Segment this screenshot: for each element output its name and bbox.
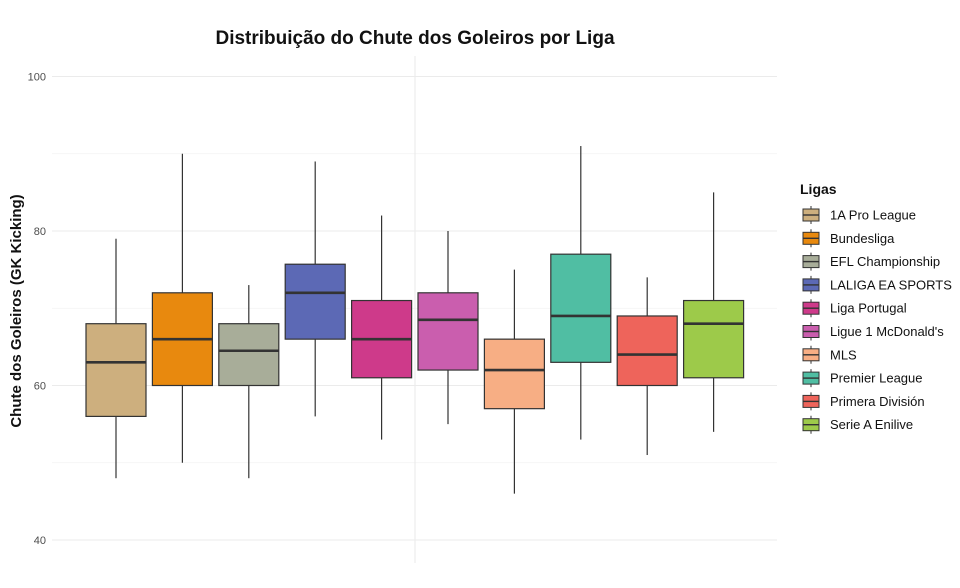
box-iqr — [550, 253, 612, 363]
legend-label: Bundesliga — [830, 231, 895, 246]
box-iqr — [218, 323, 280, 387]
box-ligue-1-mcdonald-s — [417, 231, 479, 425]
box-iqr — [284, 263, 346, 340]
legend-label: Serie A Enilive — [830, 417, 913, 432]
box-bundesliga — [151, 153, 213, 463]
box-mls — [483, 269, 545, 494]
legend-label: LALIGA EA SPORTS — [830, 277, 952, 292]
box-iqr — [682, 299, 745, 379]
chart-title: Distribuição do Chute dos Goleiros por L… — [215, 28, 614, 49]
box-iqr — [417, 292, 479, 371]
box-primera-divisi-n — [616, 277, 678, 456]
y-tick-label: 40 — [34, 535, 46, 547]
legend-item: Serie A Enilive — [802, 415, 913, 434]
legend-label: Premier League — [830, 371, 923, 386]
legend-item: Premier League — [802, 369, 923, 388]
legend-label: Primera División — [830, 394, 925, 409]
legend-item: Liga Portugal — [802, 299, 907, 318]
legend-label: Ligue 1 McDonald's — [830, 324, 944, 339]
box-premier-league — [550, 146, 612, 440]
legend-title: Ligas — [800, 181, 837, 197]
legend-label: Liga Portugal — [830, 301, 907, 316]
box-iqr — [616, 315, 678, 387]
legend-label: MLS — [830, 347, 857, 362]
legend-item: MLS — [802, 345, 857, 364]
box-iqr — [483, 338, 545, 410]
legend-item: Primera División — [802, 392, 925, 411]
y-tick-label: 100 — [28, 72, 46, 84]
y-tick-label: 80 — [34, 226, 46, 238]
box-laliga-ea-sports — [284, 161, 346, 417]
legend-item: Bundesliga — [802, 229, 895, 248]
box-1a-pro-league — [85, 238, 147, 479]
box-efl-championship — [218, 285, 280, 479]
legend-label: EFL Championship — [830, 254, 940, 269]
legend-item: LALIGA EA SPORTS — [802, 275, 952, 294]
y-axis-label: Chute dos Goleiros (GK Kicking) — [8, 194, 25, 427]
box-liga-portugal — [351, 215, 413, 440]
y-tick-label: 60 — [34, 381, 46, 393]
box-iqr — [85, 323, 147, 418]
legend-item: EFL Championship — [802, 252, 940, 271]
legend-label: 1A Pro League — [830, 208, 916, 223]
legend-item: 1A Pro League — [802, 206, 916, 224]
legend: Ligas 1A Pro League Bundesliga EFL Champio… — [800, 181, 952, 434]
box-series-layer — [85, 146, 745, 494]
y-axis-ticks: 40 60 80 100 — [28, 72, 46, 548]
box-serie-a-enilive — [682, 192, 745, 432]
legend-item: Ligue 1 McDonald's — [802, 322, 944, 341]
